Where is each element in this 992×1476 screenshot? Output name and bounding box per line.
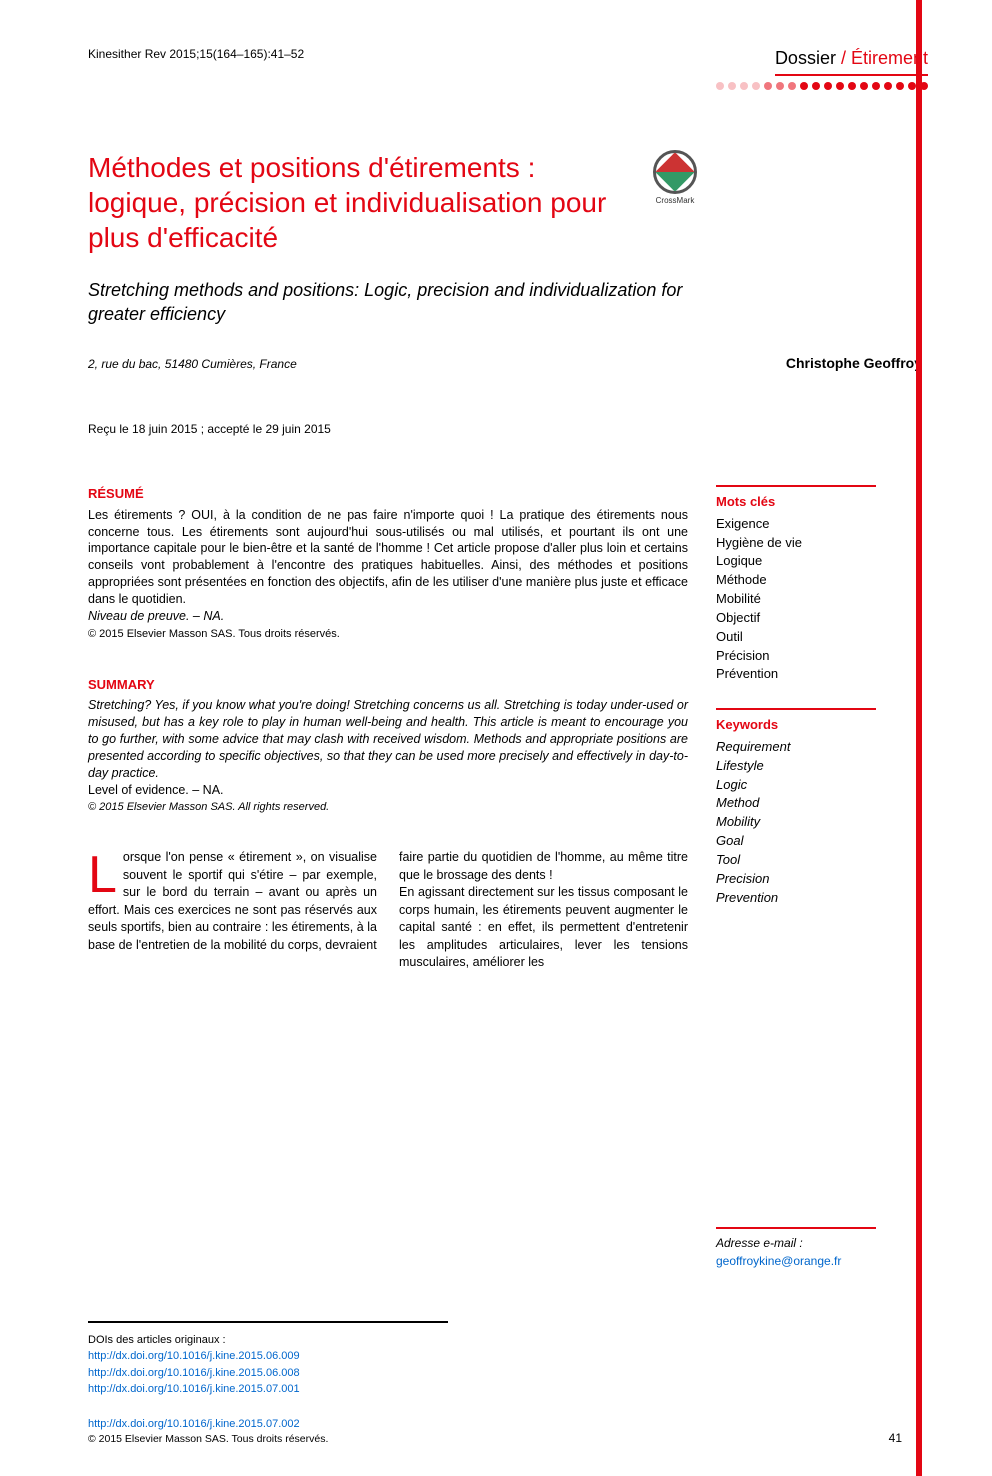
kw-item: Méthode: [716, 571, 876, 590]
kw-item: Tool: [716, 851, 876, 870]
kw-item: Mobility: [716, 813, 876, 832]
kw-item: Logique: [716, 552, 876, 571]
article-doi-link[interactable]: http://dx.doi.org/10.1016/j.kine.2015.07…: [88, 1416, 922, 1433]
summary-copyright: © 2015 Elsevier Masson SAS. All rights r…: [88, 800, 688, 815]
author-email-block: Adresse e-mail : geoffroykine@orange.fr: [716, 1227, 876, 1269]
vertical-accent-bar: [916, 0, 922, 1476]
email-link[interactable]: geoffroykine@orange.fr: [716, 1254, 841, 1268]
summary-section: SUMMARY Stretching? Yes, if you know wha…: [88, 676, 688, 816]
kw-item: Requirement: [716, 738, 876, 757]
author-name: Christophe Geoffroy: [786, 354, 922, 373]
doi-link[interactable]: http://dx.doi.org/10.1016/j.kine.2015.06…: [88, 1348, 922, 1365]
dropcap-letter: L: [88, 849, 123, 897]
article-dates: Reçu le 18 juin 2015 ; accepté le 29 jui…: [88, 421, 922, 437]
body-column-right: faire partie du quotidien de l'homme, au…: [399, 849, 688, 972]
article-subtitle: Stretching methods and positions: Logic,…: [88, 279, 708, 326]
mots-cles-list: Exigence Hygiène de vie Logique Méthode …: [716, 515, 876, 685]
resume-text: Les étirements ? OUI, à la condition de …: [88, 507, 688, 625]
summary-body: Stretching? Yes, if you know what you're…: [88, 698, 688, 780]
page-number: 41: [889, 1430, 902, 1446]
crossmark-button[interactable]: CrossMark: [648, 150, 702, 207]
email-label: Adresse e-mail :: [716, 1235, 876, 1251]
dossier-block: Dossier / Étirement: [716, 46, 928, 90]
doi-link[interactable]: http://dx.doi.org/10.1016/j.kine.2015.06…: [88, 1365, 922, 1382]
decorative-dots: [716, 82, 928, 90]
body-column-left: Lorsque l'on pense « étirement », on vis…: [88, 849, 377, 972]
kw-item: Logic: [716, 776, 876, 795]
keywords-heading: Keywords: [716, 708, 876, 734]
resume-heading: RÉSUMÉ: [88, 485, 688, 503]
kw-item: Prevention: [716, 889, 876, 908]
crossmark-icon: [653, 150, 697, 194]
footer-copyright: © 2015 Elsevier Masson SAS. Tous droits …: [88, 1432, 922, 1446]
kw-item: Goal: [716, 832, 876, 851]
kw-item: Objectif: [716, 609, 876, 628]
mots-cles-heading: Mots clés: [716, 485, 876, 511]
resume-body: Les étirements ? OUI, à la condition de …: [88, 508, 688, 606]
kw-item: Hygiène de vie: [716, 534, 876, 553]
body-col1-text: orsque l'on pense « étirement », on visu…: [88, 850, 377, 952]
resume-section: RÉSUMÉ Les étirements ? OUI, à la condit…: [88, 485, 688, 642]
resume-evidence: Niveau de preuve. – NA.: [88, 609, 224, 623]
keywords-list: Requirement Lifestyle Logic Method Mobil…: [716, 738, 876, 908]
dossier-label: Dossier / Étirement: [775, 46, 928, 76]
article-title: Méthodes et positions d'étirements : log…: [88, 150, 628, 255]
crossmark-label: CrossMark: [648, 196, 702, 207]
kw-item: Précision: [716, 647, 876, 666]
mots-cles-block: Mots clés Exigence Hygiène de vie Logiqu…: [716, 485, 876, 684]
doi-link[interactable]: http://dx.doi.org/10.1016/j.kine.2015.07…: [88, 1381, 922, 1398]
summary-evidence: Level of evidence. – NA.: [88, 783, 224, 797]
doi-label: DOIs des articles originaux :: [88, 1333, 922, 1348]
main-column: RÉSUMÉ Les étirements ? OUI, à la condit…: [88, 485, 688, 1269]
resume-copyright: © 2015 Elsevier Masson SAS. Tous droits …: [88, 627, 688, 642]
dossier-word: Dossier: [775, 48, 836, 68]
kw-item: Lifestyle: [716, 757, 876, 776]
journal-citation: Kinesither Rev 2015;15(164–165):41–52: [88, 46, 304, 62]
footer-block: DOIs des articles originaux : http://dx.…: [88, 1321, 922, 1446]
summary-heading: SUMMARY: [88, 676, 688, 694]
page-header: Kinesither Rev 2015;15(164–165):41–52 Do…: [88, 46, 922, 90]
author-affiliation: 2, rue du bac, 51480 Cumières, France: [88, 356, 297, 372]
keywords-block: Keywords Requirement Lifestyle Logic Met…: [716, 708, 876, 907]
kw-item: Outil: [716, 628, 876, 647]
kw-item: Precision: [716, 870, 876, 889]
dossier-topic: Étirement: [851, 48, 928, 68]
kw-item: Exigence: [716, 515, 876, 534]
body-text-columns: Lorsque l'on pense « étirement », on vis…: [88, 849, 688, 972]
kw-item: Method: [716, 794, 876, 813]
dossier-slash: /: [836, 48, 851, 68]
kw-item: Prévention: [716, 665, 876, 684]
summary-text: Stretching? Yes, if you know what you're…: [88, 697, 688, 798]
kw-item: Mobilité: [716, 590, 876, 609]
sidebar-column: Mots clés Exigence Hygiène de vie Logiqu…: [716, 485, 876, 1269]
